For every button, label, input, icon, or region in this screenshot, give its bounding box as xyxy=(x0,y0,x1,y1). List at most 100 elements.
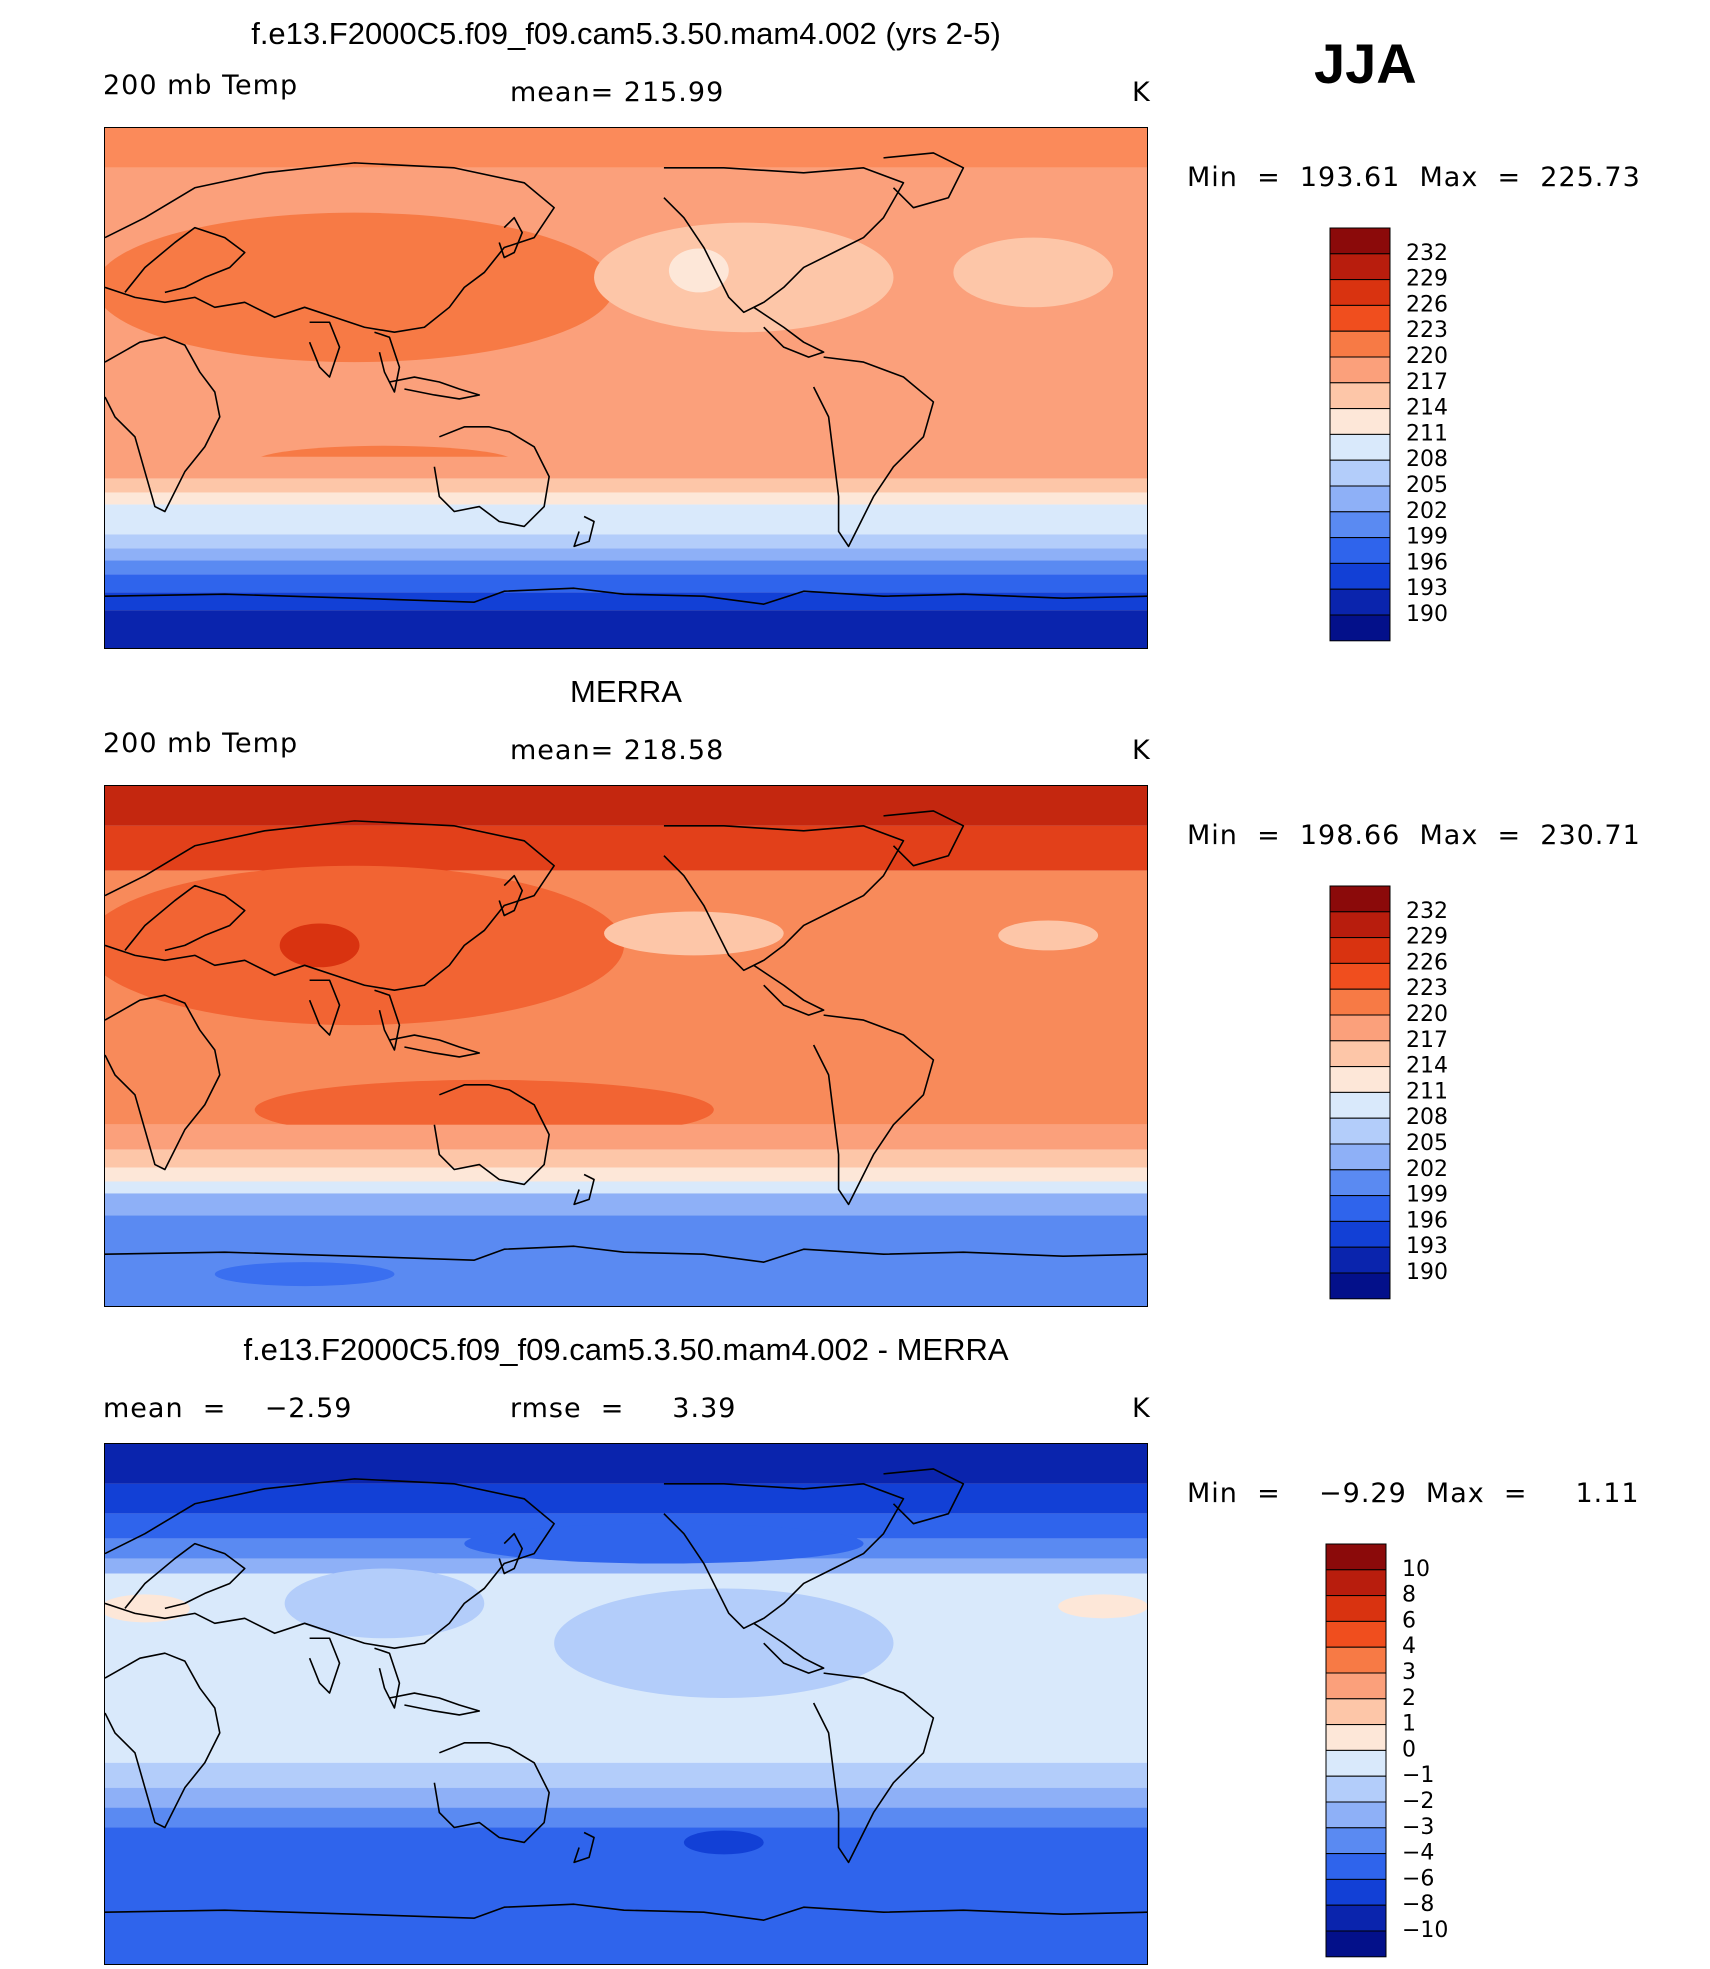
panel1-minmax-label: Min = 193.61 Max = 225.73 xyxy=(1187,162,1641,193)
panel2-minmax-label: Min = 198.66 Max = 230.71 xyxy=(1187,820,1641,851)
p1-band-8 xyxy=(105,560,1147,575)
colorbar-box xyxy=(1329,1195,1391,1222)
coastline-new-zealand xyxy=(573,1173,595,1206)
coastline-india xyxy=(308,321,341,378)
colorbar-tick-label: 229 xyxy=(1406,267,1448,292)
colorbar-tick-label: 10 xyxy=(1402,1557,1430,1582)
colorbar-box xyxy=(1329,885,1391,913)
coastline-north-america xyxy=(663,825,905,972)
coastline-europe xyxy=(124,1542,246,1610)
coastline-south-america xyxy=(812,356,935,548)
colorbar-tick-label: 232 xyxy=(1406,241,1448,266)
colorbar-box xyxy=(1329,1014,1391,1042)
coastline-central-america xyxy=(753,306,825,358)
p2-band-7 xyxy=(105,1193,1147,1216)
coastline-australia xyxy=(433,1742,550,1844)
panel3-units-label: K xyxy=(1132,1393,1151,1424)
p1-pacific-cooler xyxy=(668,248,729,293)
colorbar-box xyxy=(1329,1220,1391,1248)
p2-asia-warm xyxy=(105,865,624,1026)
coastline-indonesia xyxy=(389,1692,481,1716)
panel2-variable-label: 200 mb Temp xyxy=(103,728,299,759)
p1-pacific-cool xyxy=(594,222,894,333)
p3-europe-warm xyxy=(105,1594,190,1623)
panel1-coastlines xyxy=(105,152,1147,605)
p2-atlantic-cool xyxy=(998,920,1099,951)
p3-asia-mod xyxy=(284,1568,485,1639)
colorbar-box xyxy=(1325,1724,1387,1751)
colorbar-tick-label: −3 xyxy=(1402,1815,1434,1840)
colorbar-tick-label: 208 xyxy=(1406,1105,1448,1130)
coastline-indonesia xyxy=(389,376,481,400)
coastline-india xyxy=(308,1637,341,1694)
p1-band-3 xyxy=(105,478,1147,493)
panel3-colorbar: 10 8 6 4 3 2 1 0 −1 −2 −3 −4 −6 −8 −10 xyxy=(1325,1543,1526,1960)
coastline-south-america xyxy=(812,1014,935,1206)
coastline-eurasia xyxy=(105,1478,555,1650)
coastline-africa xyxy=(105,336,221,513)
colorbar-box xyxy=(1325,1775,1387,1803)
colorbar-box xyxy=(1329,1040,1391,1068)
colorbar-tick-label: 8 xyxy=(1402,1583,1416,1608)
colorbar-box xyxy=(1329,1091,1391,1119)
coastline-south-america xyxy=(812,1672,935,1864)
coastline-new-zealand xyxy=(573,515,595,548)
panel3-map xyxy=(104,1443,1148,1965)
panel2-colorbar: 232 229 226 223 220 217 214 211 208 205 202 199 196 1… xyxy=(1329,885,1530,1302)
colorbar-tick-label: 229 xyxy=(1406,925,1448,950)
colorbar-tick-label: 1 xyxy=(1402,1712,1416,1737)
colorbar-tick-label: 220 xyxy=(1406,1002,1448,1027)
colorbar-box xyxy=(1329,1272,1391,1300)
panel3-mean-label: mean = −2.59 xyxy=(103,1393,353,1424)
panel1-colorbar-svg: 2322292262232202172142112082052021991961… xyxy=(1329,227,1448,642)
coastline-greenland xyxy=(883,1468,965,1525)
coastline-antarctica xyxy=(105,587,1147,605)
coastline-eurasia xyxy=(105,820,555,992)
p3-band-9 xyxy=(105,1827,1147,1964)
coastline-antarctica xyxy=(105,1245,1147,1263)
colorbar-box xyxy=(1325,1569,1387,1597)
colorbar-box xyxy=(1325,1698,1387,1726)
colorbar-box xyxy=(1329,304,1391,332)
panel2-mean-label: mean= 218.58 xyxy=(510,735,725,766)
colorbar-tick-label: −8 xyxy=(1402,1892,1434,1917)
colorbar-tick-label: −10 xyxy=(1402,1918,1448,1943)
p1-band-11 xyxy=(105,610,1147,648)
coastline-new-zealand xyxy=(573,1831,595,1864)
colorbar-tick-label: 208 xyxy=(1406,447,1448,472)
p2-band-5 xyxy=(105,1167,1147,1182)
coastline-japan xyxy=(498,874,523,917)
colorbar-tick-label: 199 xyxy=(1406,525,1448,550)
colorbar-box xyxy=(1329,356,1391,384)
p1-atlantic-cool xyxy=(953,237,1114,308)
colorbar-tick-label: 190 xyxy=(1406,602,1448,627)
colorbar-box xyxy=(1325,1749,1387,1777)
colorbar-box xyxy=(1329,1066,1391,1093)
colorbar-box xyxy=(1325,1853,1387,1880)
p1-band-4 xyxy=(105,492,1147,505)
coastline-indonesia xyxy=(389,1034,481,1058)
p1-band-5 xyxy=(105,504,1147,535)
p3-atlantic-warm xyxy=(1058,1594,1147,1619)
p3-band-0 xyxy=(105,1444,1147,1484)
colorbar-box xyxy=(1325,1646,1387,1674)
panel3-title: f.e13.F2000C5.f09_f09.cam5.3.50.mam4.002… xyxy=(243,1332,1009,1367)
p2-tibet-hot xyxy=(279,923,360,968)
colorbar-tick-label: 217 xyxy=(1406,370,1448,395)
colorbar-tick-label: 193 xyxy=(1406,1234,1448,1259)
coastline-australia xyxy=(433,1084,550,1186)
colorbar-tick-label: 202 xyxy=(1406,1157,1448,1182)
colorbar-tick-label: 199 xyxy=(1406,1183,1448,1208)
panel1-mean-label: mean= 215.99 xyxy=(510,77,725,108)
colorbar-tick-label: 220 xyxy=(1406,344,1448,369)
colorbar-box xyxy=(1329,279,1391,306)
panel1-title: f.e13.F2000C5.f09_f09.cam5.3.50.mam4.002… xyxy=(251,16,1001,51)
colorbar-tick-label: 190 xyxy=(1406,1260,1448,1285)
colorbar-tick-label: 205 xyxy=(1406,473,1448,498)
coastline-europe xyxy=(124,226,246,294)
p3-pacific-mod xyxy=(554,1588,894,1699)
colorbar-tick-label: −2 xyxy=(1402,1789,1434,1814)
colorbar-box xyxy=(1329,537,1391,564)
colorbar-tick-label: 214 xyxy=(1406,1054,1448,1079)
colorbar-tick-label: 2 xyxy=(1402,1686,1416,1711)
